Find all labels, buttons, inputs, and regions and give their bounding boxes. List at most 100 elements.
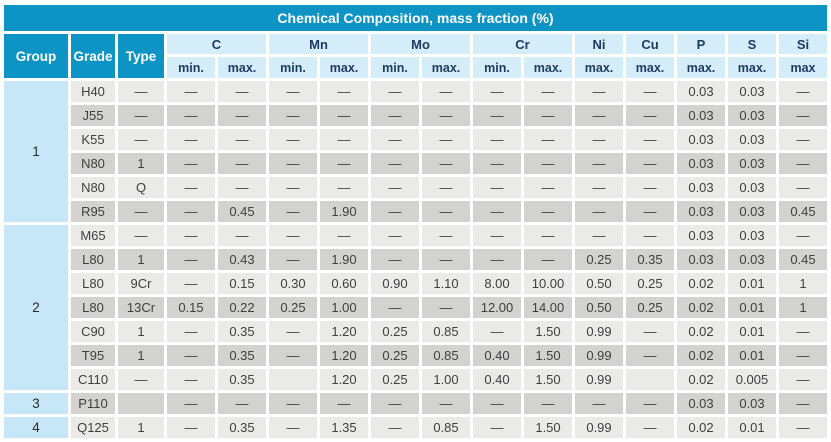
value-cell-mnmax: 1.20: [320, 345, 368, 366]
table-row-k55-blank: K55— — — — — — — — — — —0.03 0.03—: [4, 129, 827, 150]
value-cell-momin: 0.25: [371, 369, 419, 390]
value-cell-momax: 0.85: [422, 321, 470, 342]
value-cell-crmin: —: [473, 417, 521, 438]
value-cell-mnmax: —: [320, 105, 368, 126]
value-cell-crmin: —: [473, 249, 521, 270]
column-header-ni: Ni: [575, 34, 623, 54]
value-cell-cmax: —: [218, 225, 266, 246]
value-cell-crmax: 10.00: [524, 273, 572, 294]
value-cell-simax: —: [779, 129, 827, 150]
value-cell-pmax: 0.03: [677, 177, 725, 198]
value-cell-momin: 0.25: [371, 321, 419, 342]
value-cell-nimax: 0.99: [575, 321, 623, 342]
value-cell-cumax: —: [626, 105, 674, 126]
value-cell-mnmin: —: [269, 153, 317, 174]
value-cell-pmax: 0.03: [677, 225, 725, 246]
value-cell-mnmax: —: [320, 81, 368, 102]
value-cell-cmax: 0.22: [218, 297, 266, 318]
group-cell-4: 4: [4, 417, 68, 438]
column-header-cu: Cu: [626, 34, 674, 54]
grade-cell: L80: [71, 273, 115, 294]
value-cell-nimax: —: [575, 225, 623, 246]
value-cell-crmin: —: [473, 153, 521, 174]
subheader-mo-max: max.: [422, 57, 470, 78]
value-cell-cmin: —: [167, 345, 215, 366]
value-cell-smax: 0.03: [728, 153, 776, 174]
value-cell-simax: 0.45: [779, 201, 827, 222]
grade-cell: P110: [71, 393, 115, 414]
value-cell-mnmax: 1.90: [320, 249, 368, 270]
value-cell-momax: 1.10: [422, 273, 470, 294]
value-cell-pmax: 0.03: [677, 81, 725, 102]
value-cell-momin: —: [371, 177, 419, 198]
value-cell-cmax: —: [218, 393, 266, 414]
column-header-grade: Grade: [71, 34, 115, 78]
value-cell-mnmin: [269, 369, 317, 390]
group-cell-3: 3: [4, 393, 68, 414]
value-cell-pmax: 0.03: [677, 393, 725, 414]
value-cell-mnmin: —: [269, 177, 317, 198]
value-cell-momax: —: [422, 105, 470, 126]
value-cell-nimax: 0.25: [575, 249, 623, 270]
grade-cell: Q125: [71, 417, 115, 438]
value-cell-pmax: 0.03: [677, 129, 725, 150]
value-cell-momin: —: [371, 201, 419, 222]
subheader-mn-max: max.: [320, 57, 368, 78]
grade-cell: L80: [71, 249, 115, 270]
value-cell-cumax: —: [626, 225, 674, 246]
value-cell-cmax: 0.35: [218, 369, 266, 390]
value-cell-cmin: —: [167, 321, 215, 342]
value-cell-momax: —: [422, 201, 470, 222]
value-cell-cmax: 0.35: [218, 345, 266, 366]
value-cell-smax: 0.03: [728, 177, 776, 198]
value-cell-crmin: 8.00: [473, 273, 521, 294]
value-cell-mnmax: 1.90: [320, 201, 368, 222]
value-cell-simax: —: [779, 393, 827, 414]
value-cell-cumax: —: [626, 417, 674, 438]
value-cell-mnmax: —: [320, 225, 368, 246]
value-cell-crmin: —: [473, 393, 521, 414]
value-cell-pmax: 0.02: [677, 297, 725, 318]
value-cell-nimax: 0.50: [575, 273, 623, 294]
value-cell-cmax: 0.35: [218, 417, 266, 438]
value-cell-cmax: 0.35: [218, 321, 266, 342]
type-cell: Q: [118, 177, 164, 198]
value-cell-nimax: —: [575, 81, 623, 102]
column-header-mo: Mo: [371, 34, 470, 54]
grade-cell: H40: [71, 81, 115, 102]
type-cell: —: [118, 129, 164, 150]
value-cell-crmin: —: [473, 129, 521, 150]
value-cell-momin: —: [371, 81, 419, 102]
table-body: 1 H40— — — — — — — — — — —0.03 0.03— J55— — — — — — — — — — —0.…: [4, 81, 827, 438]
table-row-l80-13cr: L80 13Cr 0.15 0.22 0.25 1.00— —12.00 14.00 0.50 0…: [4, 297, 827, 318]
value-cell-momin: —: [371, 393, 419, 414]
value-cell-simax: 1: [779, 273, 827, 294]
value-cell-cmax: 0.43: [218, 249, 266, 270]
value-cell-nimax: —: [575, 201, 623, 222]
value-cell-cmin: —: [167, 369, 215, 390]
table-row-j55-blank: J55— — — — — — — — — — —0.03 0.03—: [4, 105, 827, 126]
value-cell-cmin: —: [167, 153, 215, 174]
column-header-type: Type: [118, 34, 164, 78]
grade-cell: J55: [71, 105, 115, 126]
value-cell-crmax: 1.50: [524, 369, 572, 390]
type-cell: —: [118, 225, 164, 246]
value-cell-cumax: [626, 369, 674, 390]
value-cell-smax: 0.005: [728, 369, 776, 390]
value-cell-nimax: 0.99: [575, 345, 623, 366]
value-cell-momax: —: [422, 177, 470, 198]
group-cell-1: 1: [4, 81, 68, 222]
value-cell-cmax: —: [218, 177, 266, 198]
type-cell: 1: [118, 321, 164, 342]
value-cell-crmax: 1.50: [524, 321, 572, 342]
grade-cell: R95: [71, 201, 115, 222]
value-cell-crmin: —: [473, 81, 521, 102]
value-cell-mnmax: 1.20: [320, 321, 368, 342]
subheader-cu-max: max.: [626, 57, 674, 78]
value-cell-momax: 1.00: [422, 369, 470, 390]
grade-cell: C90: [71, 321, 115, 342]
subheader-ni-max: max.: [575, 57, 623, 78]
value-cell-cmin: —: [167, 201, 215, 222]
value-cell-mnmin: —: [269, 129, 317, 150]
table-row-c90-1: C90 1—0.35—1.20 0.25 0.85—1.50 0.99—0.02 0.01…: [4, 321, 827, 342]
